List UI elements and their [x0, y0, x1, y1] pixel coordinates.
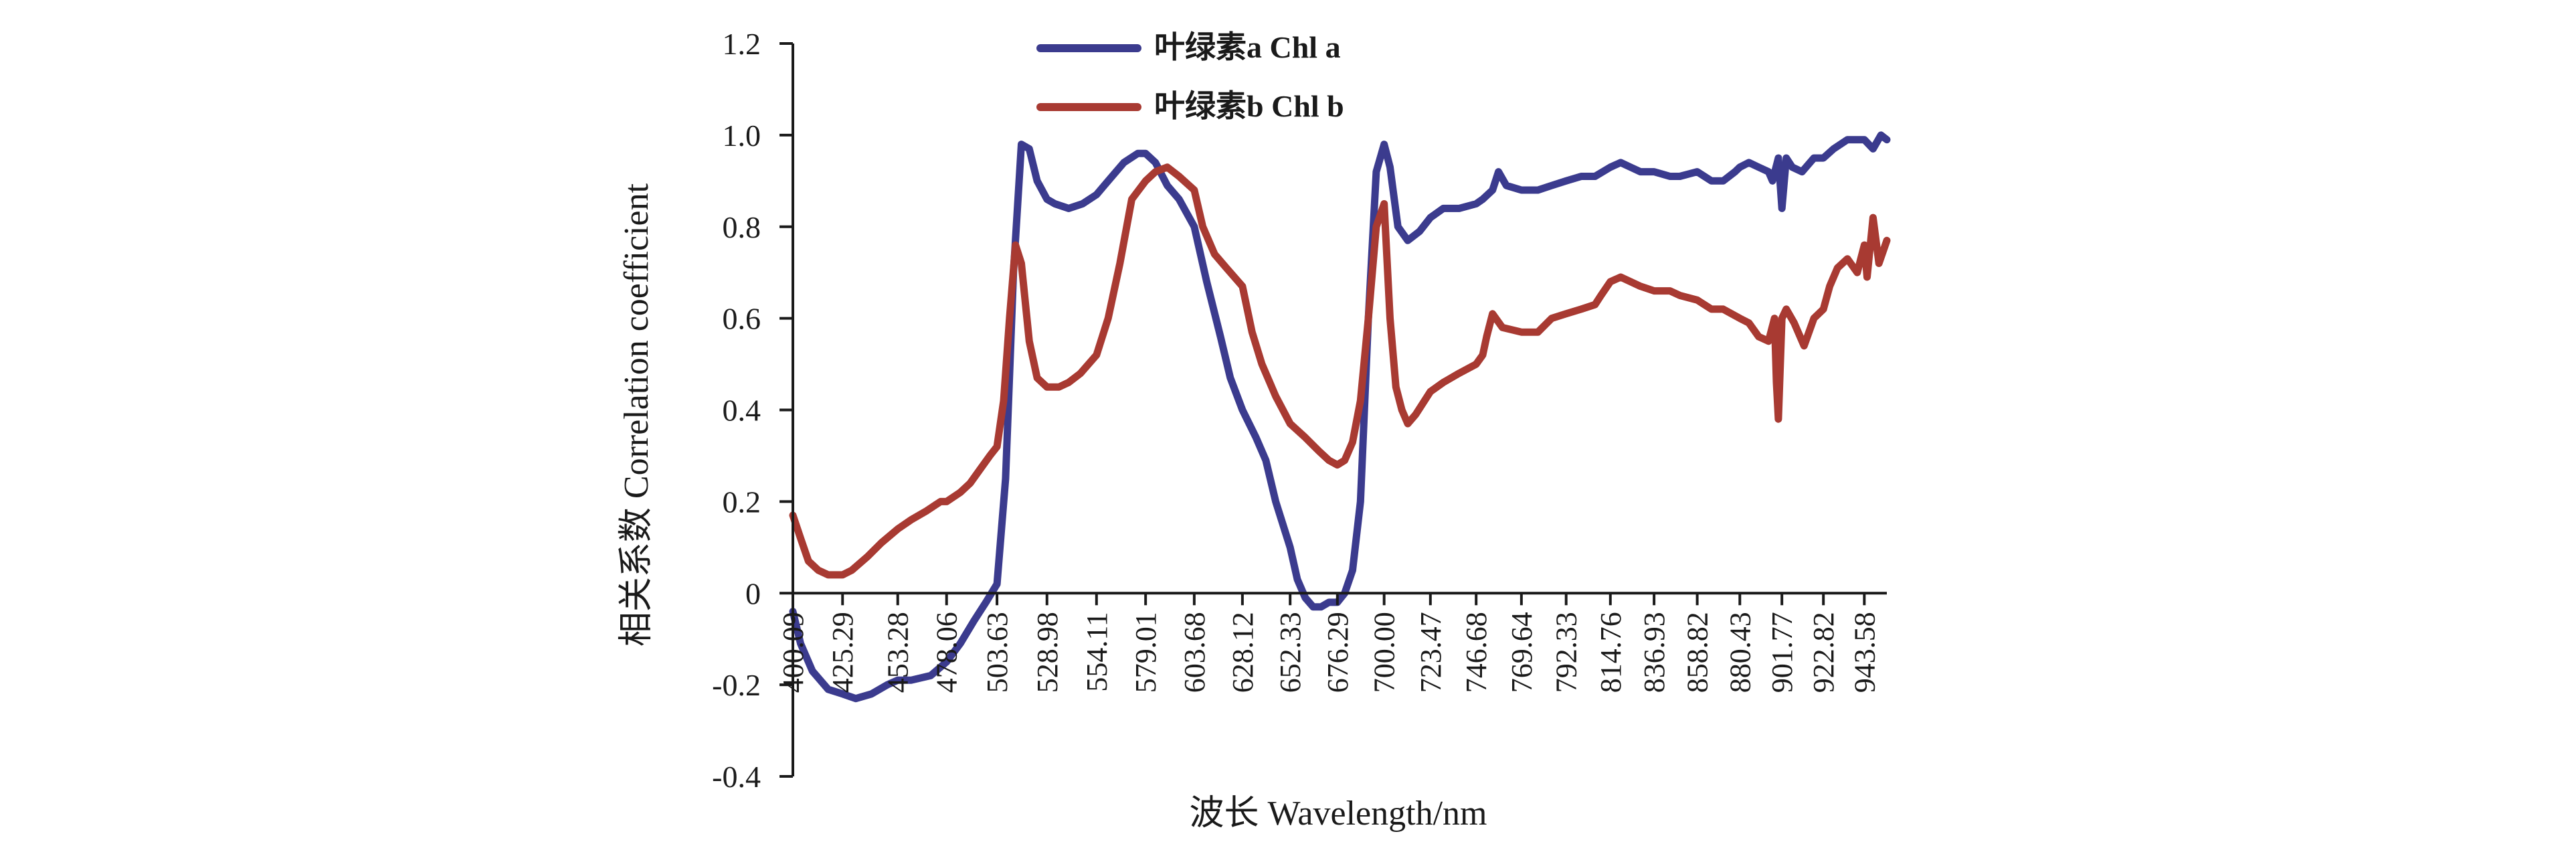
x-tick-label: 880.43: [1724, 612, 1756, 693]
y-axis-title: 相关系数 Correlation coefficient: [618, 183, 656, 647]
y-tick-label: -0.4: [712, 760, 761, 794]
x-tick-label: 503.63: [981, 612, 1014, 693]
x-tick-label: 628.12: [1226, 612, 1259, 693]
x-tick-label: 400.09: [777, 612, 810, 693]
x-tick-label: 579.01: [1129, 612, 1162, 693]
x-tick-label: 792.33: [1550, 612, 1583, 693]
x-tick-label: 769.64: [1505, 612, 1538, 693]
x-tick-label: 901.77: [1766, 612, 1799, 693]
legend-label-chl-b: 叶绿素b Chl b: [1154, 89, 1344, 123]
x-tick-label: 478.06: [931, 612, 963, 693]
legend-label-chl-a: 叶绿素a Chl a: [1154, 30, 1341, 64]
y-tick-label: 0.6: [723, 302, 761, 336]
x-tick-label: 814.76: [1594, 612, 1627, 693]
x-tick-label: 676.29: [1321, 612, 1354, 693]
y-tick-label: -0.2: [712, 668, 761, 702]
plot-area: [789, 131, 1891, 703]
y-tick-label: 0.8: [723, 210, 761, 244]
axes: -0.4 -0.2 0 0.2 0.4 0.6 0.8 1.0 1.2 400.09 425.29 4…: [712, 27, 1887, 794]
x-tick-label: 603.68: [1178, 612, 1211, 693]
y-tick-label: 0.4: [723, 394, 761, 428]
series-line-chl-b: [789, 163, 1891, 579]
x-tick-label: 746.68: [1460, 612, 1493, 693]
x-tick-label: 943.58: [1848, 612, 1881, 693]
y-tick-label: 0.2: [723, 485, 761, 519]
x-tick-label: 554.11: [1081, 612, 1113, 691]
x-tick-label: 700.00: [1368, 612, 1401, 693]
x-tick-label: 453.28: [882, 612, 915, 693]
x-tick-label: 425.29: [826, 612, 859, 693]
x-tick-label: 652.33: [1274, 612, 1307, 693]
y-tick-label: 1.0: [723, 118, 761, 153]
x-tick-label: 836.93: [1638, 612, 1671, 693]
x-tick-label: 528.98: [1031, 612, 1064, 693]
x-tick-label: 723.47: [1414, 612, 1447, 693]
x-tick-label: 922.82: [1807, 612, 1840, 693]
x-axis-title: 波长 Wavelength/nm: [1190, 794, 1487, 833]
y-tick-label: 1.2: [723, 27, 761, 61]
y-tick-label: 0: [745, 576, 761, 610]
legend: 叶绿素a Chl a 叶绿素b Chl b: [1036, 30, 1344, 123]
x-tick-label: 858.82: [1681, 612, 1714, 693]
